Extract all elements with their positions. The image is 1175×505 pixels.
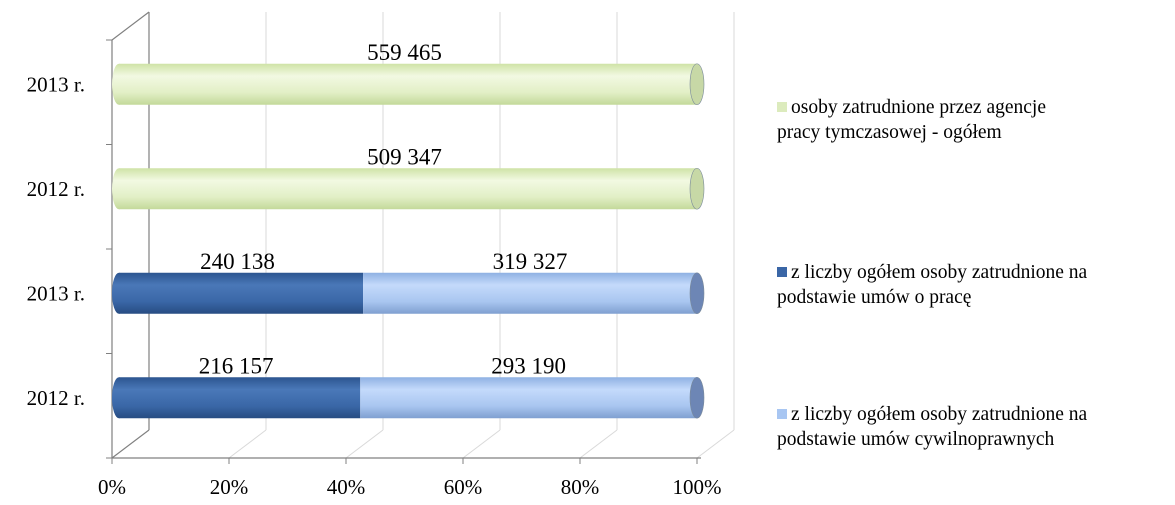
x-tick-label-0: 0% [98, 475, 126, 499]
floor-gridline-2 [345, 429, 384, 459]
floor-gridline-4 [579, 429, 618, 459]
bar-segment-0-0 [119, 377, 361, 419]
category-label-2: 2012 r. [27, 177, 85, 201]
x-tick-label-1: 20% [210, 475, 249, 499]
category-label-3: 2013 r. [27, 72, 85, 96]
legend: osoby zatrudnione przez agencje pracy ty… [777, 0, 1175, 505]
bar-end-cap-1 [689, 272, 705, 315]
bar-end-cap-2 [689, 167, 705, 210]
data-label-1-0: 240 138 [200, 249, 275, 274]
floor-gridline-3 [462, 429, 501, 459]
data-label-3-2: 559 465 [367, 40, 442, 65]
data-label-0-1: 293 190 [491, 353, 566, 378]
x-tick-label-3: 60% [444, 475, 483, 499]
data-label-2-2: 509 347 [367, 144, 442, 169]
x-tick-label-4: 80% [561, 475, 600, 499]
bar-chart: 0% 20% 40% 60% 80% 100% 2012 r. 216 157 293 190 2… [27, 11, 735, 499]
top-diagonal [111, 11, 150, 41]
legend-label-civil-law-contract: z liczby ogółem osoby zatrudnione na pod… [777, 404, 1088, 450]
x-tick-label-2: 40% [327, 475, 366, 499]
data-label-0-0: 216 157 [199, 353, 274, 378]
labels: 0% 20% 40% 60% 80% 100% 2012 r. 216 157 293 190 2… [27, 40, 722, 499]
legend-item-employment-contract: z liczby ogółem osoby zatrudnione na pod… [777, 260, 1172, 310]
legend-item-agency: osoby zatrudnione przez agencje pracy ty… [777, 95, 1172, 145]
legend-swatch-employment-contract [777, 267, 787, 277]
legend-label-agency: osoby zatrudnione przez agencje pracy ty… [777, 97, 1047, 143]
category-label-0: 2012 r. [27, 386, 85, 410]
category-label-1: 2013 r. [27, 281, 85, 305]
legend-item-civil-law-contract: z liczby ogółem osoby zatrudnione na pod… [777, 402, 1172, 452]
legend-swatch-civil-law-contract [777, 409, 787, 419]
x-tick-label-5: 100% [673, 475, 722, 499]
bottom-diagonal [111, 429, 150, 459]
bar-segment-3-2 [119, 63, 697, 105]
legend-label-employment-contract: z liczby ogółem osoby zatrudnione na pod… [777, 262, 1088, 308]
bar-end-cap-3 [689, 63, 705, 106]
bars [112, 63, 705, 419]
floor-gridline-1 [228, 429, 267, 459]
bar-segment-1-0 [119, 272, 364, 314]
data-label-1-1: 319 327 [493, 249, 568, 274]
legend-swatch-agency [777, 102, 787, 112]
bar-end-cap-0 [689, 376, 705, 419]
floor-gridline-5 [696, 429, 735, 459]
bar-segment-2-2 [119, 168, 697, 210]
bar-segment-0-1 [360, 377, 697, 419]
bar-segment-1-1 [363, 272, 697, 314]
